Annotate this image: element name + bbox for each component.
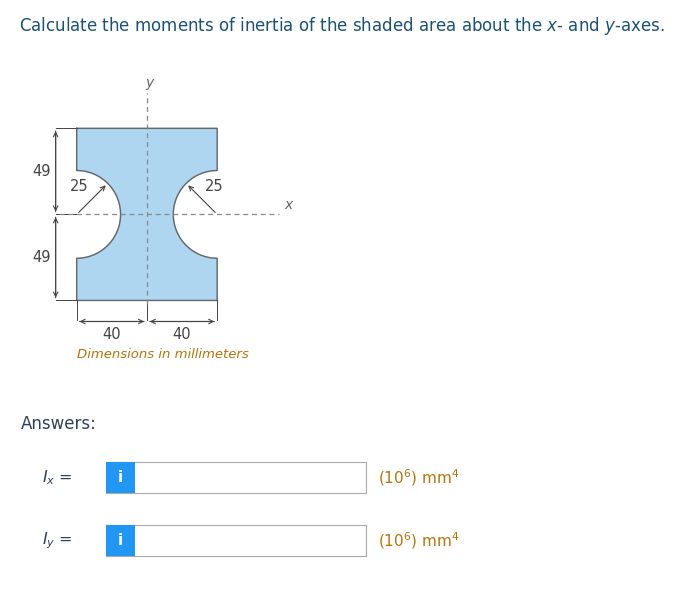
Text: y: y <box>146 76 154 90</box>
Text: 40: 40 <box>103 327 121 341</box>
Text: 49: 49 <box>32 250 51 265</box>
Text: (10$^6$) mm$^4$: (10$^6$) mm$^4$ <box>378 467 460 488</box>
Text: x: x <box>284 198 292 212</box>
Text: $I_y$ =: $I_y$ = <box>42 530 73 550</box>
Text: 40: 40 <box>173 327 192 341</box>
Text: 25: 25 <box>70 179 89 193</box>
Text: i: i <box>118 533 123 548</box>
Text: i: i <box>118 470 123 485</box>
Text: Answers:: Answers: <box>21 415 96 433</box>
Text: 25: 25 <box>205 179 224 193</box>
Polygon shape <box>77 128 217 300</box>
Text: 49: 49 <box>32 164 51 179</box>
Text: $I_x$ =: $I_x$ = <box>42 468 73 487</box>
Text: (10$^6$) mm$^4$: (10$^6$) mm$^4$ <box>378 530 460 550</box>
Text: Calculate the moments of inertia of the shaded area about the $x$- and $y$-axes.: Calculate the moments of inertia of the … <box>19 15 665 37</box>
Text: Dimensions in millimeters: Dimensions in millimeters <box>77 348 248 361</box>
